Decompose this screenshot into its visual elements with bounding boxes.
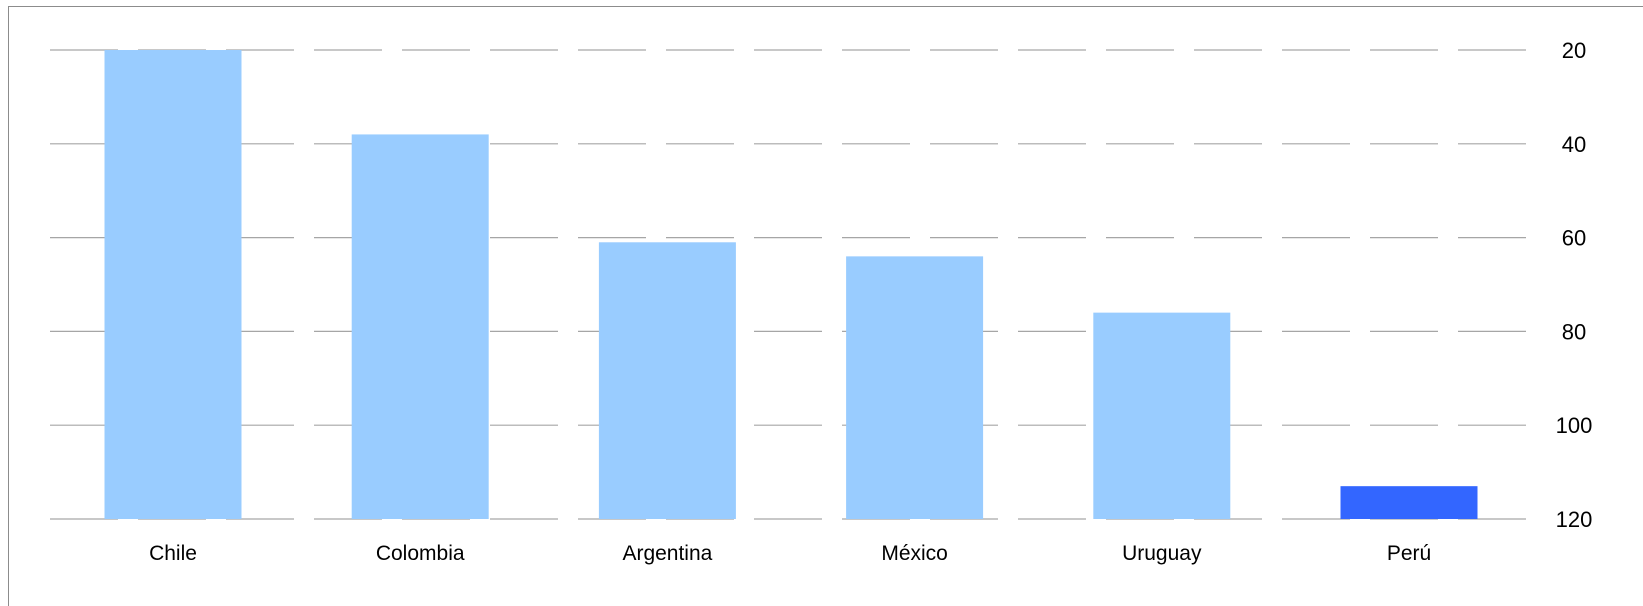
bar-colombia xyxy=(351,134,489,520)
y-tick-label: 40 xyxy=(1562,132,1586,157)
y-tick-label: 120 xyxy=(1556,507,1593,532)
x-category-label: Perú xyxy=(1387,542,1431,565)
gridlines xyxy=(50,49,1538,520)
bar-chart: 20 40 60 80 100 120 Chile Colombia Argentina Méx… xyxy=(50,38,1593,565)
x-category-label: Chile xyxy=(149,542,197,565)
bar-méxico xyxy=(846,256,984,519)
bars xyxy=(104,50,1478,520)
x-category-label: Argentina xyxy=(622,542,712,565)
y-axis-ticks: 20 40 60 80 100 120 xyxy=(1556,38,1593,532)
y-tick-label: 80 xyxy=(1562,319,1586,344)
y-tick-label: 60 xyxy=(1562,226,1586,251)
y-tick-label: 20 xyxy=(1562,38,1586,63)
bar-uruguay xyxy=(1093,312,1231,519)
x-category-label: Colombia xyxy=(376,542,465,565)
x-category-label: México xyxy=(881,542,948,565)
x-axis-labels: Chile Colombia Argentina México Uruguay Perú xyxy=(149,542,1431,565)
y-tick-label: 100 xyxy=(1556,413,1593,438)
bar-chile xyxy=(104,50,242,519)
bar-perú xyxy=(1340,486,1478,519)
bar-argentina xyxy=(598,242,736,520)
chart-frame xyxy=(8,6,1643,606)
x-category-label: Uruguay xyxy=(1122,542,1202,565)
